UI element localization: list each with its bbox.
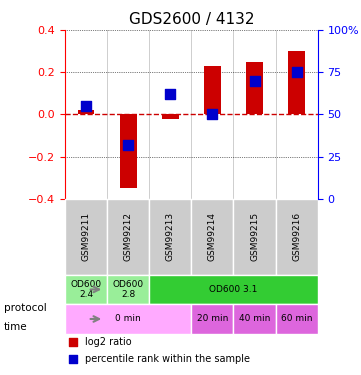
Bar bbox=[204, 66, 221, 114]
Bar bbox=[288, 51, 305, 114]
Text: 20 min: 20 min bbox=[197, 315, 228, 324]
Point bbox=[294, 69, 300, 75]
Bar bbox=[120, 114, 136, 188]
Text: OD600 3.1: OD600 3.1 bbox=[209, 285, 258, 294]
Text: log2 ratio: log2 ratio bbox=[85, 337, 132, 347]
FancyBboxPatch shape bbox=[275, 199, 318, 274]
Point bbox=[168, 91, 173, 97]
FancyBboxPatch shape bbox=[65, 304, 191, 334]
FancyBboxPatch shape bbox=[65, 199, 107, 274]
FancyBboxPatch shape bbox=[149, 199, 191, 274]
Title: GDS2600 / 4132: GDS2600 / 4132 bbox=[129, 12, 254, 27]
FancyBboxPatch shape bbox=[191, 199, 234, 274]
FancyBboxPatch shape bbox=[65, 274, 107, 304]
Text: GSM99212: GSM99212 bbox=[124, 212, 132, 261]
Text: GSM99211: GSM99211 bbox=[82, 212, 91, 261]
Point bbox=[70, 356, 75, 362]
Text: time: time bbox=[4, 322, 27, 332]
FancyBboxPatch shape bbox=[191, 304, 234, 334]
Point bbox=[252, 78, 257, 84]
Text: GSM99216: GSM99216 bbox=[292, 212, 301, 261]
Text: 40 min: 40 min bbox=[239, 315, 270, 324]
Text: GSM99214: GSM99214 bbox=[208, 212, 217, 261]
FancyBboxPatch shape bbox=[234, 199, 275, 274]
Point bbox=[209, 111, 215, 117]
FancyBboxPatch shape bbox=[107, 274, 149, 304]
Point bbox=[125, 142, 131, 148]
Text: 60 min: 60 min bbox=[281, 315, 312, 324]
Point bbox=[83, 103, 89, 109]
Text: GSM99213: GSM99213 bbox=[166, 212, 175, 261]
Text: percentile rank within the sample: percentile rank within the sample bbox=[85, 354, 250, 364]
Text: OD600
2.8: OD600 2.8 bbox=[113, 280, 144, 299]
Text: 0 min: 0 min bbox=[115, 315, 141, 324]
Text: OD600
2.4: OD600 2.4 bbox=[70, 280, 101, 299]
Bar bbox=[78, 110, 95, 114]
Bar bbox=[162, 114, 179, 118]
FancyBboxPatch shape bbox=[275, 304, 318, 334]
Text: GSM99215: GSM99215 bbox=[250, 212, 259, 261]
Text: protocol: protocol bbox=[4, 303, 46, 313]
FancyBboxPatch shape bbox=[107, 199, 149, 274]
Point bbox=[70, 339, 75, 345]
FancyBboxPatch shape bbox=[234, 304, 275, 334]
FancyBboxPatch shape bbox=[149, 274, 318, 304]
Bar bbox=[246, 62, 263, 114]
